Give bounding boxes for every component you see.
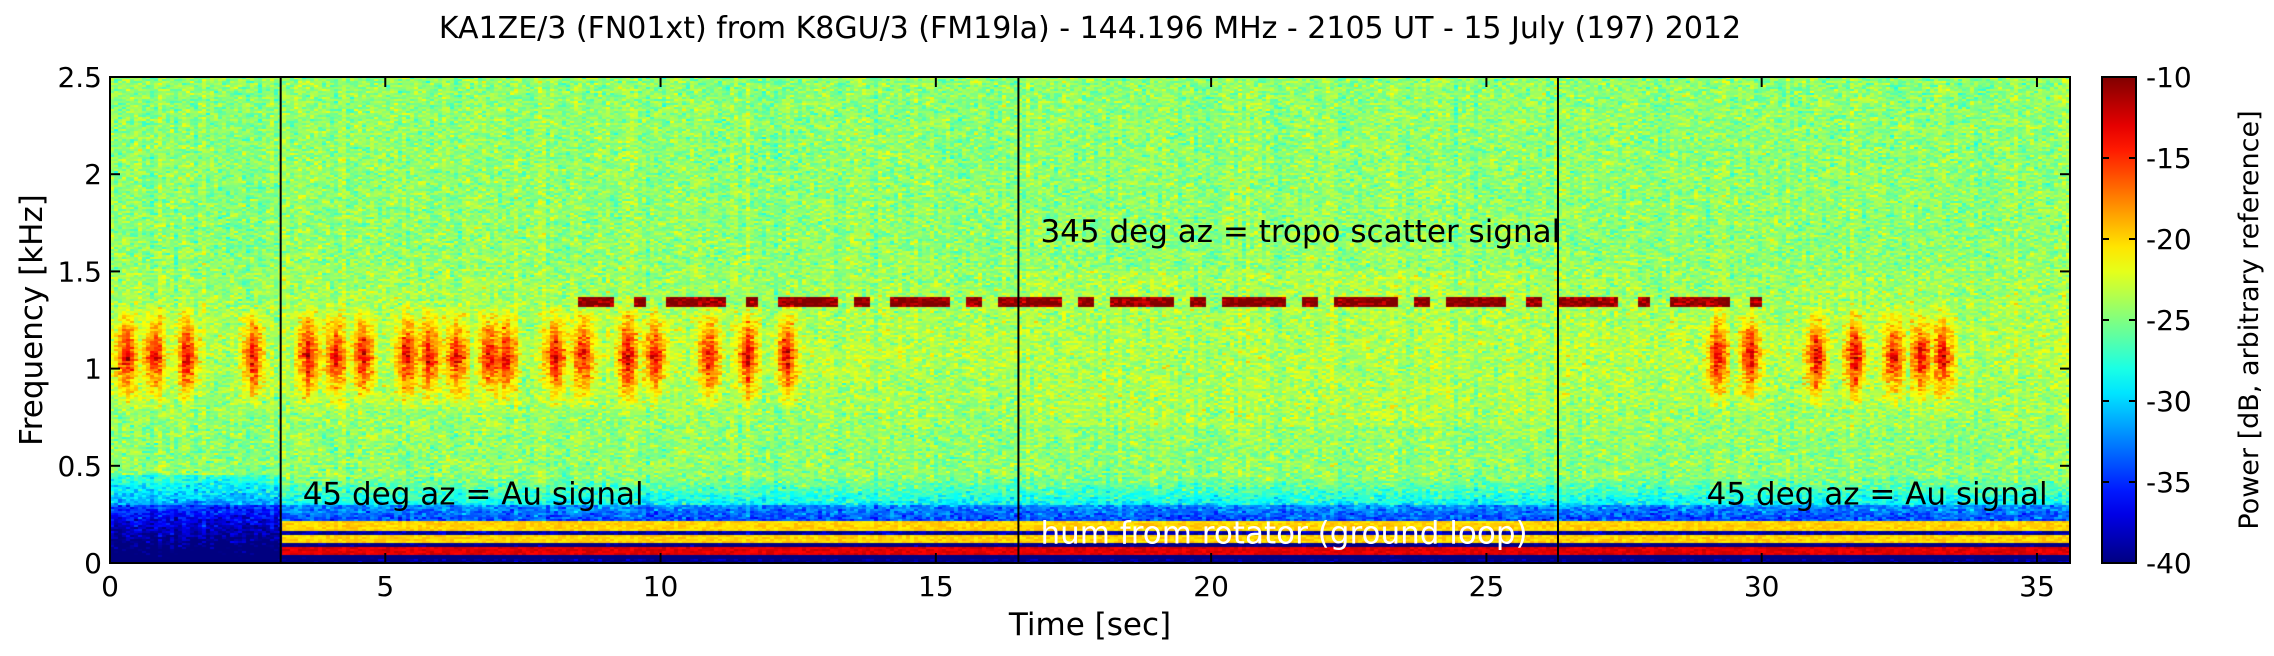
y-tick-label: 1 <box>84 353 102 386</box>
colorbar: -40 -35 -30 -25 -20 -15 -10 Power [dB, arbitra… <box>2101 61 2265 580</box>
y-tick-label: 2 <box>84 158 102 191</box>
x-tick-label: 10 <box>643 570 679 603</box>
colorbar-tick-label: -15 <box>2146 142 2192 175</box>
x-axis-label: Time [sec] <box>1008 607 1171 643</box>
colorbar-ticks: -40 -35 -30 -25 -20 -15 -10 <box>2102 61 2192 580</box>
y-axis: 0 0.5 1 1.5 2 2.5 <box>57 61 2070 580</box>
x-tick-label: 25 <box>1469 570 1505 603</box>
colorbar-label: Power [dB, arbitrary reference] <box>2234 110 2265 529</box>
segment-boundaries <box>279 77 1559 563</box>
colorbar-tick-label: -35 <box>2146 466 2192 499</box>
colorbar-tick-label: -30 <box>2146 385 2192 418</box>
plot-area: 45 deg az = Au signal 345 deg az = tropo … <box>109 76 2071 564</box>
chart-title: KA1ZE/3 (FN01xt) from K8GU/3 (FM19la) - … <box>439 11 1741 46</box>
y-tick-label: 1.5 <box>57 255 102 288</box>
heatmap-image <box>110 77 2070 563</box>
x-tick-label: 0 <box>101 570 119 603</box>
annotations: 45 deg az = Au signal 345 deg az = tropo … <box>303 214 2048 551</box>
annotation-text: 45 deg az = Au signal <box>1707 477 2048 513</box>
y-tick-label: 2.5 <box>57 61 102 94</box>
colorbar-tick-label: -20 <box>2146 223 2192 256</box>
x-tick-label: 5 <box>376 570 394 603</box>
x-tick-label: 30 <box>1744 570 1780 603</box>
y-tick-label: 0 <box>84 547 102 580</box>
colorbar-tick-label: -10 <box>2146 61 2192 94</box>
x-tick-label: 35 <box>2019 570 2055 603</box>
y-axis-label: Frequency [kHz] <box>14 194 50 446</box>
annotation-text: 345 deg az = tropo scatter signal <box>1040 214 1560 250</box>
y-tick-label: 0.5 <box>57 450 102 483</box>
annotation-text: 45 deg az = Au signal <box>303 477 644 513</box>
x-tick-label: 15 <box>918 570 954 603</box>
annotation-text: hum from rotator (ground loop) <box>1040 516 1527 552</box>
x-axis: 0 5 10 15 20 25 30 35 <box>101 77 2055 603</box>
x-tick-label: 20 <box>1193 570 1229 603</box>
colorbar-tick-label: -25 <box>2146 304 2192 337</box>
colorbar-tick-label: -40 <box>2146 547 2192 580</box>
plot-frame <box>109 76 2071 564</box>
